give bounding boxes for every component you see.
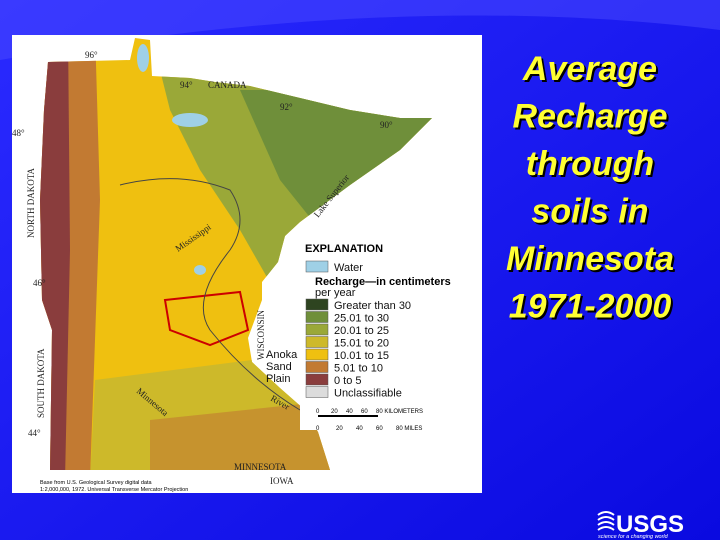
scale-label: 60 [376,426,383,432]
legend-swatch [305,348,329,361]
legend-label: 20.01 to 25 [334,325,389,337]
title-line: Minnesota [506,240,674,278]
legend-swatch [305,323,329,336]
map-label: NORTH DAKOTA [26,168,36,238]
legend-label: 5.01 to 10 [334,363,383,375]
map-label: MINNESOTA [234,462,287,472]
logo-tagline: science for a changing world [598,534,669,540]
scale-label: 40 [346,409,353,415]
legend-swatch [305,311,329,323]
legend-label: 25.01 to 30 [334,313,389,325]
map-label: WISCONSIN [256,309,266,360]
title-line: Recharge [513,98,668,136]
scale-label: 40 [356,426,363,432]
map-label: 94° [180,80,193,90]
legend-label: 0 to 5 [334,375,362,387]
map-label: 92° [280,102,293,112]
legend-box [300,240,475,430]
legend-heading: EXPLANATION [305,243,383,255]
scale-label: 80 MILES [396,426,422,432]
legend-label: Unclassifiable [334,388,402,400]
title-line: soils in [531,193,648,231]
anoka-label: Sand [266,361,292,373]
credit: Base from U.S. Geological Survey digital… [40,480,153,486]
map-label: 90° [380,120,393,130]
credit: 1:2,000,000, 1972. Universal Transverse … [40,487,188,493]
map-label: IOWA [270,476,294,486]
usgs-logo: USGS science for a changing world [597,511,684,540]
title-shadow: through [528,147,656,185]
title-shadow: Average [524,52,659,90]
legend-swatch [305,298,329,311]
legend-subheading: per year [315,287,356,299]
title-shadow: 1971-2000 [511,290,674,328]
map-label: 46° [33,278,46,288]
legend-label: Greater than 30 [334,300,411,312]
legend-swatch [305,386,329,398]
scale-label: 60 [361,409,368,415]
scale-label: 80 KILOMETERS [376,409,423,415]
title-shadow: Minnesota [508,242,676,280]
map-label: SOUTH DAKOTA [36,348,46,418]
map-label: 44° [28,428,41,438]
legend-swatch [305,336,329,348]
anoka-label: Anoka [266,349,298,361]
legend-label: 15.01 to 20 [334,338,389,350]
title-line: Average [522,50,657,88]
scale-label: 20 [331,409,338,415]
scale-label: 0 [316,409,320,415]
legend-subheading: Recharge—in centimeters [315,276,451,288]
anoka-label: Plain [266,373,290,385]
map-label: 48° [12,128,25,138]
title-line: 1971-2000 [509,288,672,326]
map-label: CANADA [208,80,247,90]
legend-label: 10.01 to 15 [334,350,389,362]
logo-name: USGS [616,511,684,538]
title-shadow: Recharge [515,100,670,138]
legend-swatch [305,260,329,273]
legend-label: Water [334,262,363,274]
title-line: through [526,145,654,183]
map-label: 96° [85,50,98,60]
legend-swatch [305,373,329,386]
swoosh [0,0,720,60]
scale-label: 0 [316,426,320,432]
title-shadow: soils in [533,195,650,233]
legend-swatch [305,361,329,373]
scale-label: 20 [336,426,343,432]
